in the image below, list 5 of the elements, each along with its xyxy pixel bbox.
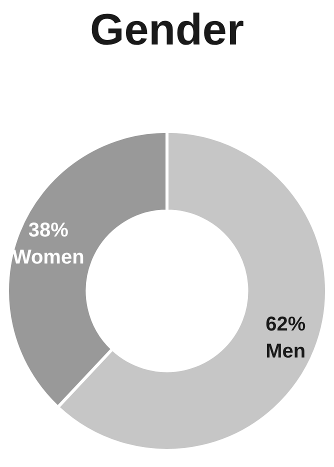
chart-title: Gender: [90, 6, 244, 55]
data-label: 38%: [28, 219, 69, 242]
data-label: 62%: [266, 313, 306, 336]
slice-label: Women: [12, 246, 84, 268]
slice-label: Men: [266, 340, 306, 362]
